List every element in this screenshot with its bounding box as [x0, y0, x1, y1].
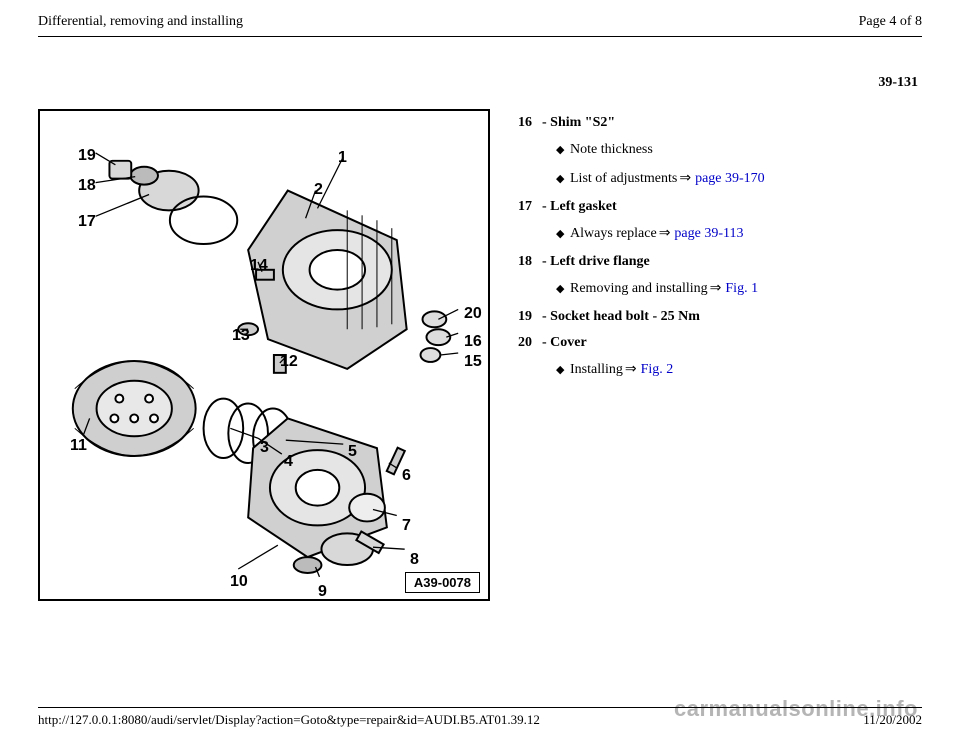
item-heading-18: 18- Left drive flange	[518, 254, 922, 270]
figure-svg	[50, 121, 478, 589]
figure-callout-6: 6	[402, 467, 411, 485]
bullet-icon: ◆	[556, 225, 570, 243]
page-footer: http://127.0.0.1:8080/audi/servlet/Displ…	[38, 707, 922, 728]
item-number: 16	[518, 115, 542, 131]
item-title: Left gasket	[550, 199, 617, 214]
footer-date: 11/20/2002	[863, 712, 922, 728]
figure-callout-2: 2	[314, 181, 323, 199]
figure-callout-9: 9	[318, 583, 327, 601]
content-row: 1234567891011121314151617181920 A39-0078…	[38, 109, 922, 601]
item-sub-text: Installing ⇒ Fig. 2	[570, 361, 922, 380]
cross-reference-link[interactable]: page 39-113	[674, 226, 743, 241]
item-heading-16: 16- Shim "S2"	[518, 115, 922, 131]
item-separator: -	[542, 254, 550, 269]
item-sub: ◆Note thickness	[556, 141, 922, 160]
figure-callout-13: 13	[232, 327, 250, 345]
item-number: 20	[518, 335, 542, 351]
figure-callout-12: 12	[280, 353, 298, 371]
figure-id-label: A39-0078	[405, 572, 480, 593]
item-separator: -	[542, 199, 550, 214]
item-number: 17	[518, 199, 542, 215]
item-sub: ◆Removing and installing ⇒ Fig. 1	[556, 280, 922, 299]
sub-text-label: Installing	[570, 362, 623, 377]
figure-callout-10: 10	[230, 573, 248, 591]
item-heading-17: 17- Left gasket	[518, 199, 922, 215]
figure-callout-1: 1	[338, 149, 347, 167]
item-number: 18	[518, 254, 542, 270]
sub-text-label: Removing and installing	[570, 281, 708, 296]
figure-callout-18: 18	[78, 177, 96, 195]
figure-callout-8: 8	[410, 551, 419, 569]
figure-callout-15: 15	[464, 353, 482, 371]
section-number: 39-131	[38, 75, 922, 91]
figure-callout-20: 20	[464, 305, 482, 323]
figure-callout-5: 5	[348, 443, 357, 461]
item-heading-20: 20- Cover	[518, 335, 922, 351]
header-page-number: Page 4 of 8	[859, 14, 922, 30]
item-heading-19: 19- Socket head bolt - 25 Nm	[518, 309, 922, 325]
figure-callout-16: 16	[464, 333, 482, 351]
item-title: Socket head bolt - 25 Nm	[550, 309, 700, 324]
figure-callout-11: 11	[70, 437, 87, 455]
item-title: Shim "S2"	[550, 115, 615, 130]
item-title: Left drive flange	[550, 254, 650, 269]
item-sub: ◆Installing ⇒ Fig. 2	[556, 361, 922, 380]
arrow-icon: ⇒	[679, 170, 691, 189]
figure-callout-14: 14	[250, 257, 268, 275]
sub-text-label: Always replace	[570, 226, 657, 241]
figure-callout-7: 7	[402, 517, 411, 535]
arrow-icon: ⇒	[625, 361, 637, 380]
sub-text-label: List of adjustments	[570, 171, 677, 186]
page-root: Differential, removing and installing Pa…	[0, 0, 960, 742]
bullet-icon: ◆	[556, 141, 570, 159]
figure-callout-3: 3	[260, 439, 269, 457]
page-header: Differential, removing and installing Pa…	[38, 0, 922, 37]
footer-url: http://127.0.0.1:8080/audi/servlet/Displ…	[38, 712, 540, 728]
item-sub: ◆List of adjustments ⇒ page 39-170	[556, 170, 922, 189]
figure-callout-4: 4	[284, 453, 293, 471]
item-sub-text: Removing and installing ⇒ Fig. 1	[570, 280, 922, 299]
bullet-icon: ◆	[556, 361, 570, 379]
item-list: 16- Shim "S2"◆Note thickness◆List of adj…	[490, 109, 922, 389]
figure-canvas: 1234567891011121314151617181920	[50, 121, 478, 589]
sub-text-label: Note thickness	[570, 142, 653, 157]
arrow-icon: ⇒	[710, 280, 722, 299]
header-title: Differential, removing and installing	[38, 14, 243, 30]
item-title: Cover	[550, 335, 587, 350]
item-sub-text: Always replace ⇒ page 39-113	[570, 225, 922, 244]
item-sub-text: List of adjustments ⇒ page 39-170	[570, 170, 922, 189]
figure-callout-17: 17	[78, 213, 96, 231]
arrow-icon: ⇒	[659, 225, 671, 244]
cross-reference-link[interactable]: Fig. 1	[725, 281, 758, 296]
cross-reference-link[interactable]: Fig. 2	[641, 362, 674, 377]
cross-reference-link[interactable]: page 39-170	[695, 171, 765, 186]
item-separator: -	[542, 115, 550, 130]
bullet-icon: ◆	[556, 170, 570, 188]
item-separator: -	[542, 335, 550, 350]
item-number: 19	[518, 309, 542, 325]
figure-callout-19: 19	[78, 147, 96, 165]
exploded-view-figure: 1234567891011121314151617181920 A39-0078	[38, 109, 490, 601]
item-sub: ◆Always replace ⇒ page 39-113	[556, 225, 922, 244]
item-separator: -	[542, 309, 550, 324]
bullet-icon: ◆	[556, 280, 570, 298]
item-sub-text: Note thickness	[570, 141, 922, 160]
